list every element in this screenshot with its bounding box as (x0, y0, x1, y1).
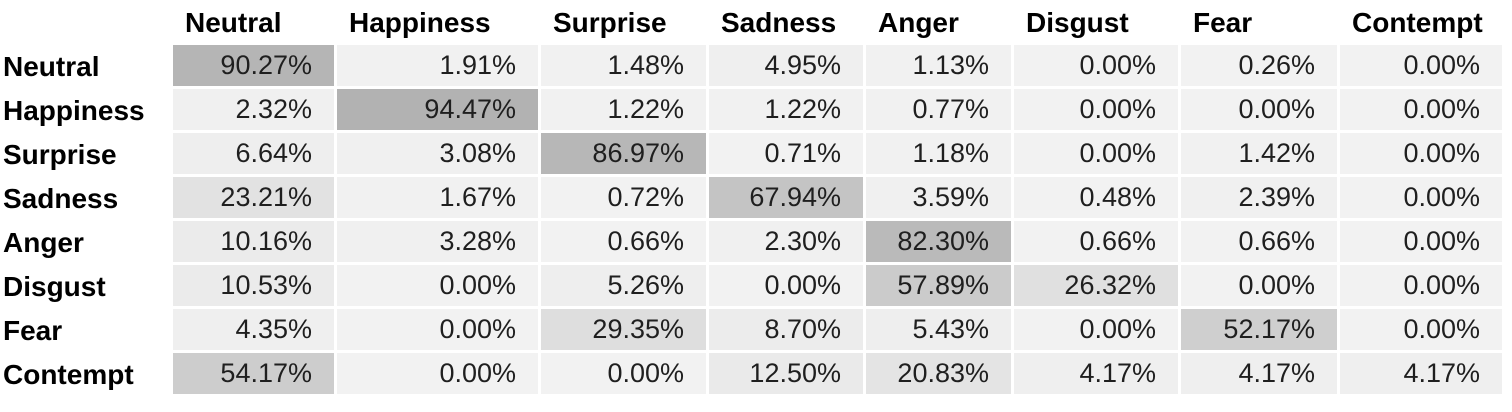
table-row: Neutral 90.27% 1.91% 1.48% 4.95% 1.13% 0.00% 0.… (0, 45, 1505, 89)
matrix-cell: 10.16% (173, 221, 337, 265)
matrix-cell: 1.13% (866, 45, 1014, 89)
matrix-cell: 1.18% (866, 133, 1014, 177)
matrix-cell: 0.00% (1340, 89, 1505, 133)
column-header: Sadness (709, 0, 866, 45)
matrix-cell: 0.00% (1014, 45, 1181, 89)
matrix-cell: 1.91% (337, 45, 541, 89)
matrix-cell: 10.53% (173, 265, 337, 309)
matrix-cell: 0.77% (866, 89, 1014, 133)
column-header: Disgust (1014, 0, 1181, 45)
matrix-cell: 2.32% (173, 89, 337, 133)
matrix-cell: 23.21% (173, 177, 337, 221)
matrix-cell: 0.72% (541, 177, 709, 221)
matrix-cell: 0.00% (1014, 309, 1181, 353)
matrix-cell: 0.00% (337, 265, 541, 309)
matrix-cell: 1.22% (709, 89, 866, 133)
matrix-cell: 1.42% (1181, 133, 1340, 177)
matrix-cell: 5.43% (866, 309, 1014, 353)
matrix-cell: 0.00% (1340, 45, 1505, 89)
matrix-cell: 0.00% (1340, 221, 1505, 265)
matrix-cell: 4.17% (1181, 353, 1340, 397)
matrix-cell: 2.30% (709, 221, 866, 265)
row-header: Surprise (0, 133, 173, 177)
matrix-cell: 0.00% (1340, 309, 1505, 353)
matrix-cell: 0.00% (337, 309, 541, 353)
matrix-cell: 0.00% (1014, 133, 1181, 177)
matrix-cell: 54.17% (173, 353, 337, 397)
row-header: Contempt (0, 353, 173, 397)
matrix-cell: 0.00% (709, 265, 866, 309)
matrix-cell: 0.26% (1181, 45, 1340, 89)
matrix-cell: 0.00% (1181, 89, 1340, 133)
matrix-cell: 6.64% (173, 133, 337, 177)
matrix-cell: 1.67% (337, 177, 541, 221)
matrix-cell: 94.47% (337, 89, 541, 133)
matrix-cell: 4.17% (1340, 353, 1505, 397)
confusion-matrix: Neutral Happiness Surprise Sadness Anger Disg… (0, 0, 1505, 397)
column-header: Neutral (173, 0, 337, 45)
matrix-cell: 52.17% (1181, 309, 1340, 353)
matrix-cell: 3.08% (337, 133, 541, 177)
matrix-cell: 0.66% (541, 221, 709, 265)
matrix-cell: 4.17% (1014, 353, 1181, 397)
matrix-cell: 20.83% (866, 353, 1014, 397)
table-row: Fear 4.35% 0.00% 29.35% 8.70% 5.43% 0.00% 52.17… (0, 309, 1505, 353)
matrix-cell: 1.48% (541, 45, 709, 89)
corner-cell (0, 0, 173, 45)
table-row: Contempt 54.17% 0.00% 0.00% 12.50% 20.83% 4.17… (0, 353, 1505, 397)
matrix-cell: 0.00% (1340, 265, 1505, 309)
matrix-cell: 1.22% (541, 89, 709, 133)
matrix-cell: 0.00% (541, 353, 709, 397)
matrix-cell: 4.95% (709, 45, 866, 89)
table-row: Surprise 6.64% 3.08% 86.97% 0.71% 1.18% 0.00% 1… (0, 133, 1505, 177)
matrix-cell: 57.89% (866, 265, 1014, 309)
row-header: Neutral (0, 45, 173, 89)
table-row: Anger 10.16% 3.28% 0.66% 2.30% 82.30% 0.66% 0.6… (0, 221, 1505, 265)
matrix-cell: 0.00% (1181, 265, 1340, 309)
column-header: Fear (1181, 0, 1340, 45)
matrix-cell: 26.32% (1014, 265, 1181, 309)
column-header: Surprise (541, 0, 709, 45)
matrix-cell: 3.28% (337, 221, 541, 265)
matrix-cell: 0.00% (1340, 177, 1505, 221)
row-header: Disgust (0, 265, 173, 309)
matrix-cell: 82.30% (866, 221, 1014, 265)
matrix-cell: 29.35% (541, 309, 709, 353)
matrix-cell: 4.35% (173, 309, 337, 353)
row-header: Fear (0, 309, 173, 353)
row-header: Happiness (0, 89, 173, 133)
table-row: Happiness 2.32% 94.47% 1.22% 1.22% 0.77% 0.00%… (0, 89, 1505, 133)
matrix-cell: 2.39% (1181, 177, 1340, 221)
matrix-cell: 0.00% (1014, 89, 1181, 133)
table-row: Disgust 10.53% 0.00% 5.26% 0.00% 57.89% 26.32%… (0, 265, 1505, 309)
matrix-cell: 5.26% (541, 265, 709, 309)
matrix-cell: 0.66% (1014, 221, 1181, 265)
matrix-cell: 0.00% (337, 353, 541, 397)
confusion-matrix-region: Neutral Happiness Surprise Sadness Anger Disg… (0, 0, 1505, 397)
matrix-cell: 12.50% (709, 353, 866, 397)
matrix-cell: 0.71% (709, 133, 866, 177)
column-header: Anger (866, 0, 1014, 45)
matrix-cell: 86.97% (541, 133, 709, 177)
table-row: Sadness 23.21% 1.67% 0.72% 67.94% 3.59% 0.48% 2… (0, 177, 1505, 221)
row-header: Sadness (0, 177, 173, 221)
column-header: Happiness (337, 0, 541, 45)
column-header: Contempt (1340, 0, 1505, 45)
matrix-cell: 8.70% (709, 309, 866, 353)
matrix-cell: 3.59% (866, 177, 1014, 221)
matrix-cell: 0.48% (1014, 177, 1181, 221)
matrix-cell: 0.66% (1181, 221, 1340, 265)
header-row: Neutral Happiness Surprise Sadness Anger Disg… (0, 0, 1505, 45)
row-header: Anger (0, 221, 173, 265)
matrix-cell: 90.27% (173, 45, 337, 89)
matrix-cell: 0.00% (1340, 133, 1505, 177)
matrix-cell: 67.94% (709, 177, 866, 221)
